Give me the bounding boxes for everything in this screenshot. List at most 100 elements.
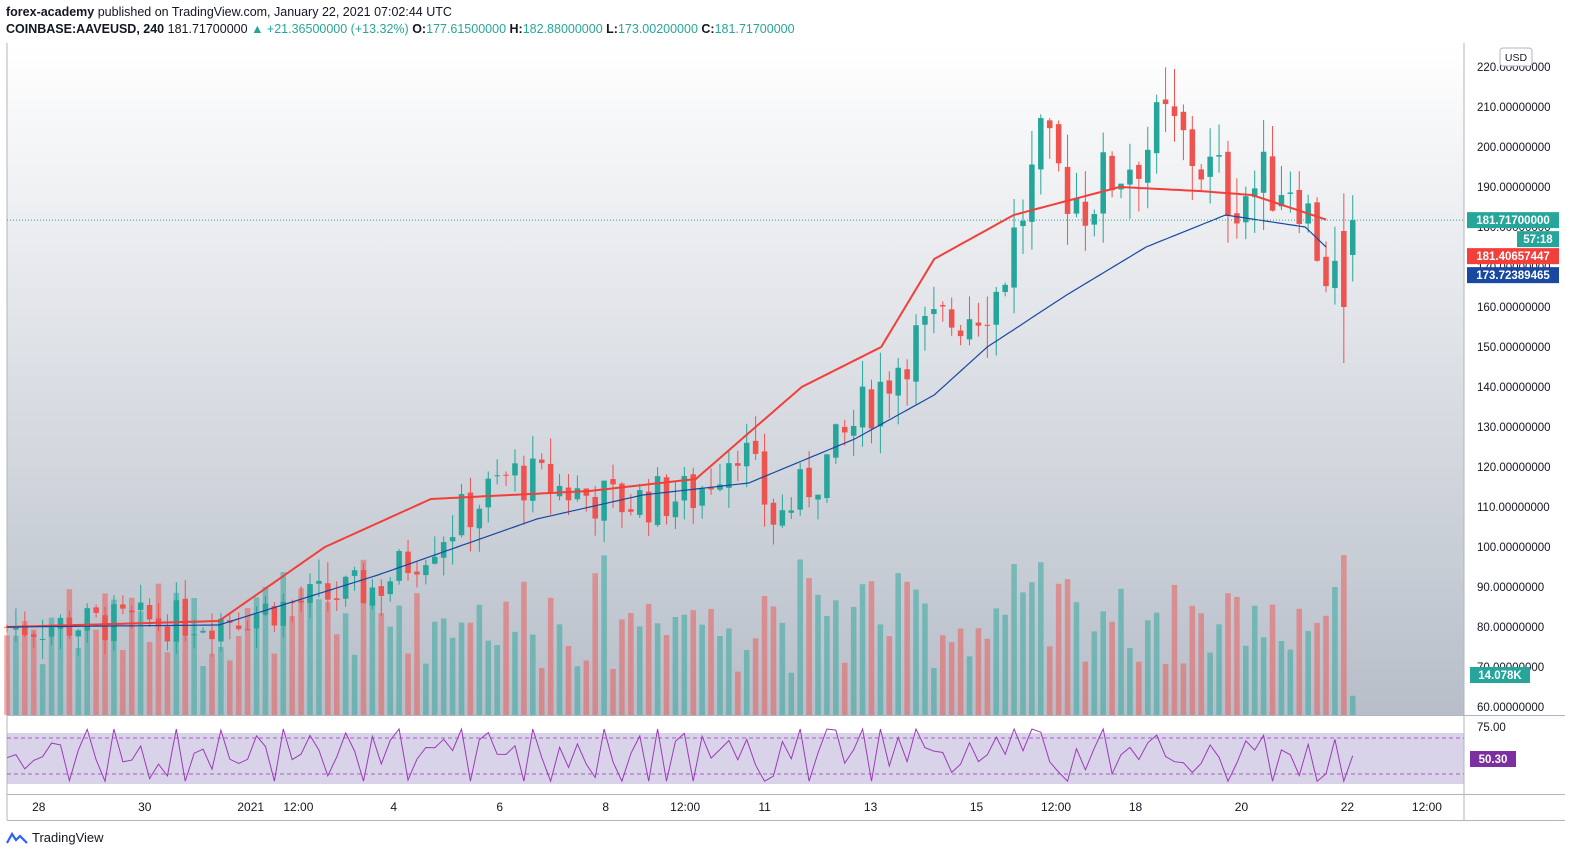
brand-name: TradingView [32,830,104,845]
candle-body [797,469,803,510]
volume-bar [48,617,55,715]
ema-slow-label-bg [1467,267,1559,284]
candle-body [708,486,714,490]
volume-bar [1144,620,1151,715]
volume-bar [84,617,90,715]
open-value: 177.61500000 [426,22,507,36]
volume-bar [645,603,652,715]
author-name[interactable]: forex-academy [6,5,95,19]
volume-bar [280,572,287,715]
candle-body [984,324,991,326]
candle-body [467,492,474,528]
price-tick-label: 130.00000000 [1477,422,1551,434]
candle-body [146,605,153,620]
volume-bar [405,653,411,715]
volume-bar [637,626,643,715]
candle-body [556,485,563,497]
axis-value-labels: 181.71700000 57:18 181.40657447 173.7238946… [1467,212,1559,767]
candle-body [637,490,643,515]
footer-brand[interactable]: TradingView [6,830,104,845]
volume-bar [619,619,625,715]
candle-body [904,369,910,380]
candle-body [931,309,937,315]
volume-bar [1002,614,1008,715]
candle-body [307,584,313,603]
volume-bar [1011,564,1017,715]
volume-bar [1323,615,1329,715]
volume-bar [253,597,260,715]
time-tick-label: 20 [1235,800,1249,814]
currency-label: USD [1505,52,1528,64]
volume-bar [449,637,456,715]
candle-body [592,496,598,519]
time-tick-label: 15 [970,800,984,814]
price-tick-label: 60.00000000 [1477,702,1544,714]
volume-bar [743,649,750,715]
candle-body [521,465,527,501]
candle-body [333,598,340,601]
candle-body [824,454,830,499]
volume-bar [137,611,144,715]
volume-bar [1046,646,1053,715]
price-tick-label: 90.00000000 [1477,582,1544,594]
candle-body [476,508,483,529]
volume-bar [975,628,982,715]
candle-body [440,542,447,558]
ema-slow-line [7,214,1327,628]
volume-bar [512,631,518,715]
volume-bar [1171,584,1178,715]
volume-bar [984,638,991,715]
tradingview-logo-icon [6,831,28,844]
time-tick-label: 8 [602,800,609,814]
candle-body [378,586,385,596]
candle-body [48,627,55,637]
candle-body [1296,189,1303,224]
candle-body [173,600,180,642]
volume-bar [75,648,82,715]
countdown-label: 57:18 [1523,234,1553,246]
volume-bar [708,608,714,715]
candle-body [164,626,171,642]
volume-bar [1225,593,1231,715]
candle-body [449,537,456,542]
candle-body [351,570,358,576]
volume-bar [913,589,919,715]
volume-bar [699,624,705,715]
candle-body [565,487,572,501]
volume-bar [1287,649,1294,715]
candle-body [1260,151,1267,193]
candle-body [645,491,652,523]
candle-body [1243,196,1249,223]
volume-bar [271,653,278,715]
volume-bar [1118,588,1124,715]
countdown-label-bg [1517,231,1559,248]
candle-body [1109,155,1115,191]
candle-body [369,587,376,606]
candle-body [1100,152,1106,214]
time-axis[interactable]: 28 30 2021 12:00 4 6 8 12:00 11 13 15 12:00 18 20 22 12… [32,800,1442,814]
high-value: 182.88000000 [522,22,603,36]
volume-bar [868,581,875,715]
volume-bar [414,593,420,715]
candle-body [1225,151,1231,216]
candle-body [405,551,411,574]
volume-bar [841,662,848,715]
candle-body [1198,169,1204,180]
price-axis[interactable]: 60.0000000070.0000000080.0000000090.0000… [1477,47,1551,714]
volume-bar [726,628,732,715]
price-tick-label: 220.00000000 [1477,62,1551,74]
candle-body [743,442,750,467]
volume-bars [4,555,1356,715]
time-tick-label: 6 [496,800,503,814]
candle-body [209,630,215,640]
candle-body [538,459,545,463]
volume-bar [191,598,197,715]
volume-bar [1073,602,1080,715]
volume-bar [895,573,901,715]
volume-bar [476,604,483,715]
candle-body [458,494,465,536]
volume-bar [1341,555,1347,715]
publish-date: published on TradingView.com, January 22… [97,5,452,19]
candle-body [84,608,90,631]
